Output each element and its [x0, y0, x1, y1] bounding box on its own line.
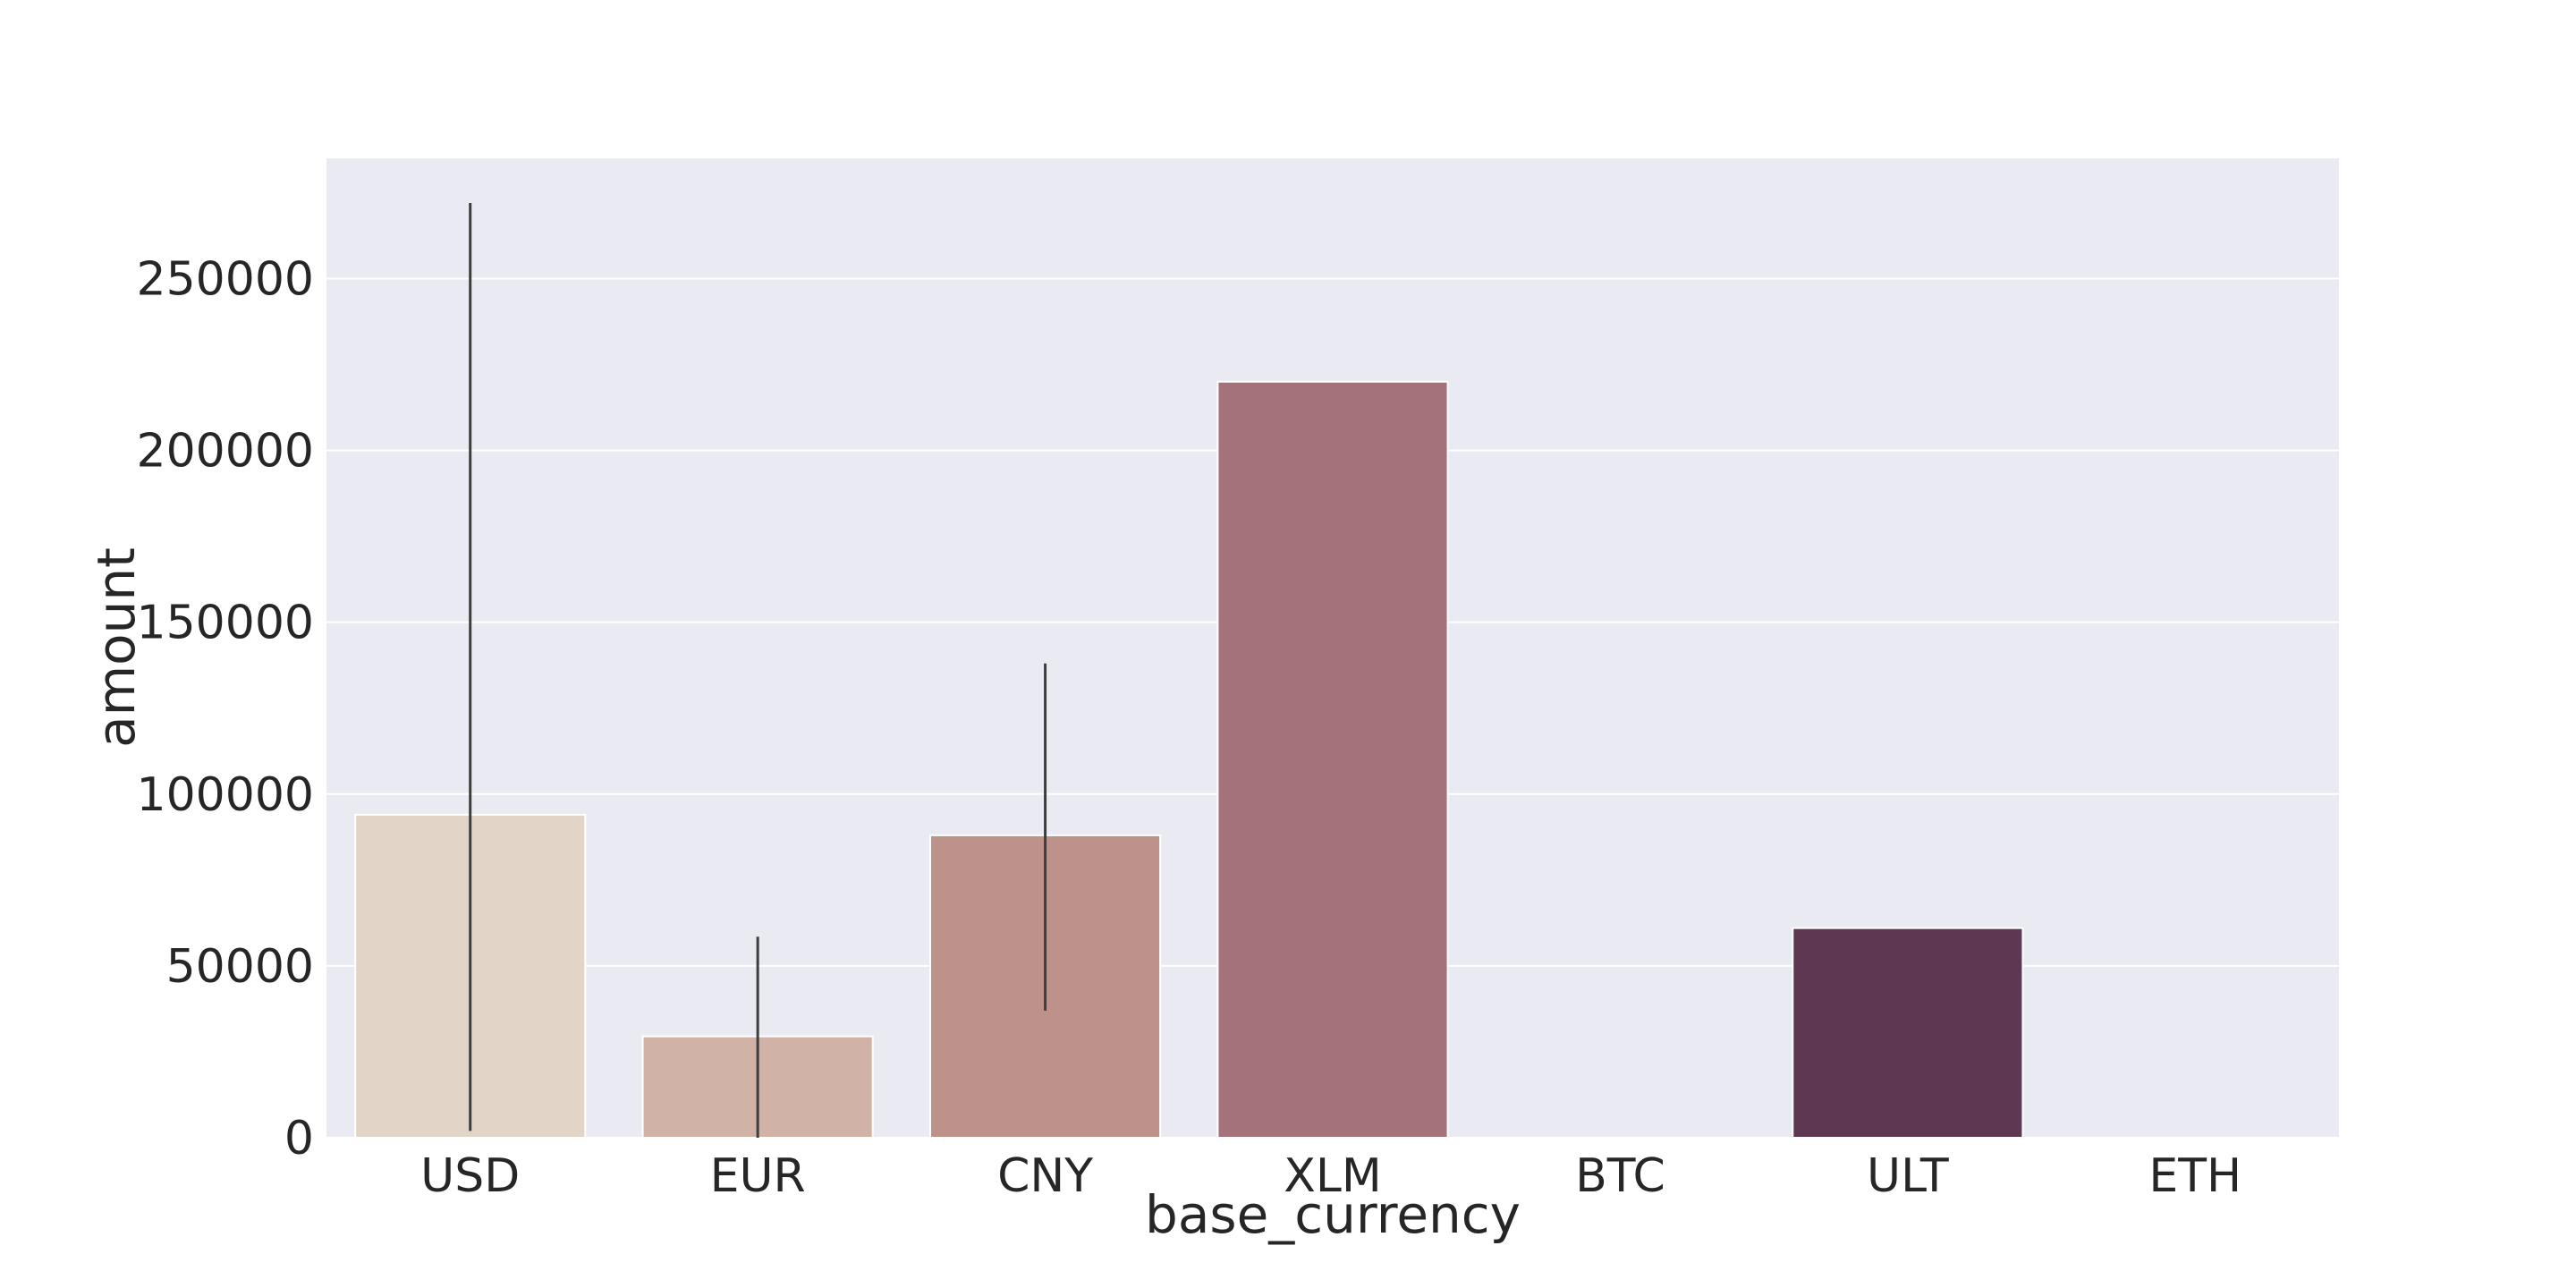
x-tick-label-cny: CNY: [997, 1149, 1093, 1203]
x-tick-label-btc: BTC: [1575, 1149, 1665, 1203]
y-tick-label-3: 150000: [136, 597, 314, 650]
y-tick-label-5: 250000: [136, 252, 314, 306]
x-tick-label-usd: USD: [420, 1149, 520, 1203]
x-tick-label-eth: ETH: [2148, 1149, 2241, 1203]
y-tick-label-4: 200000: [136, 425, 314, 479]
x-tick-labels: USD EUR CNY XLM BTC ULT ETH: [420, 1149, 2241, 1203]
x-tick-label-eur: EUR: [710, 1149, 806, 1203]
error-bars: [469, 202, 1047, 1138]
bar-ult: [1792, 927, 2024, 1140]
y-tick-label-1: 50000: [166, 940, 314, 994]
y-tick-label-2: 100000: [136, 768, 314, 822]
x-axis-label: base_currency: [1145, 1184, 1521, 1245]
y-tick-label-0: 0: [284, 1112, 314, 1165]
x-tick-label-xlm: XLM: [1284, 1149, 1381, 1203]
y-tick-labels: 0 50000 100000 150000 200000 250000: [136, 252, 314, 1165]
x-tick-label-ult: ULT: [1867, 1149, 1949, 1203]
y-axis-label: amount: [86, 547, 147, 748]
bar-xlm: [1216, 380, 1449, 1140]
